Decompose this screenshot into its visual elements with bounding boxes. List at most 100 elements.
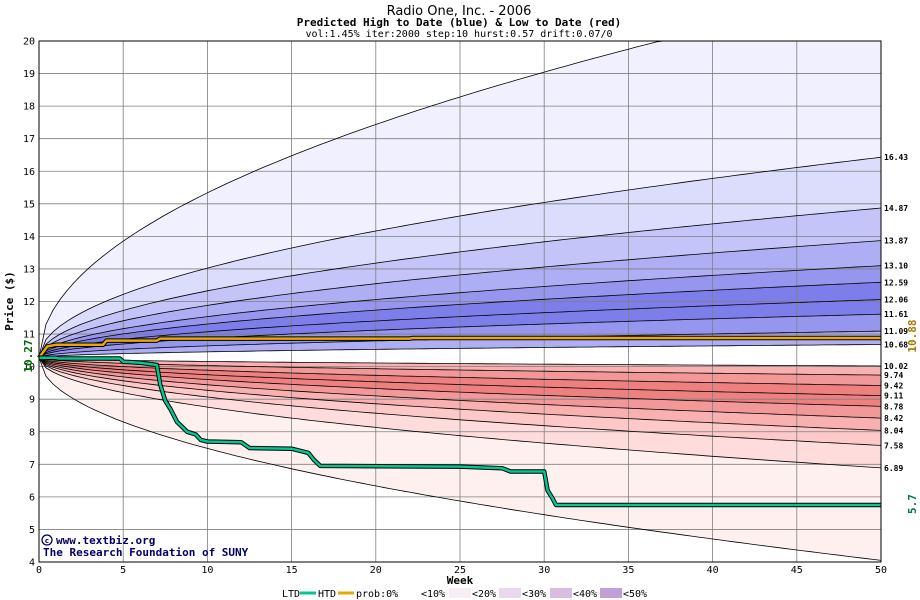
current-htd-label: 10.88 [906, 319, 919, 352]
y-tick-10: 10 [23, 362, 35, 373]
y-tick-labels: 4 5 6 7 8 9 10 11 12 13 14 15 16 17 18 19 20 [23, 37, 35, 569]
y-tick-8: 8 [29, 427, 35, 438]
legend-lt20-label: <20% [472, 589, 496, 600]
plot-frame [38, 40, 882, 563]
percentile-curve-4 [39, 265, 881, 359]
curve-label-8.78: 8.78 [884, 402, 903, 411]
start-price-label: 10.27 [22, 339, 35, 372]
percentile-curve-1 [39, 156, 881, 358]
x-axis-label: Week [447, 574, 474, 587]
y-tick-16: 16 [23, 167, 35, 178]
curve-label-10.02: 10.02 [884, 362, 908, 371]
x-tick-45: 45 [791, 565, 803, 576]
legend-swatch-40 [600, 588, 622, 598]
percentile-curve-9 [39, 344, 881, 359]
curve-label-11.09: 11.09 [884, 327, 908, 336]
legend-swatch-0 [398, 588, 420, 598]
percentile-curve-14 [39, 357, 881, 407]
curve-label-8.42: 8.42 [884, 414, 903, 423]
y-tick-7: 7 [29, 460, 35, 471]
ltd-series-line [39, 356, 881, 507]
copyright-icon-letter: c [45, 537, 49, 545]
upper-band-3 [39, 240, 881, 358]
curve-label-14.87: 14.87 [884, 204, 908, 213]
x-tick-40: 40 [707, 565, 719, 576]
percentile-curve-17 [39, 357, 881, 446]
lower-band-7 [39, 357, 881, 446]
curve-label-16.43: 16.43 [884, 153, 908, 162]
lower-band-3 [39, 357, 881, 396]
y-tick-19: 19 [23, 69, 35, 80]
curve-label-7.58: 7.58 [884, 441, 903, 450]
upper-band-2 [39, 208, 881, 358]
curve-label-11.61: 11.61 [884, 310, 908, 319]
percentile-curve-12 [39, 357, 881, 386]
lower-band-4 [39, 357, 881, 407]
legend-swatch-20 [499, 588, 521, 598]
legend-lt40-label: <40% [573, 589, 597, 600]
lower-band-6 [39, 357, 881, 431]
legend-htd-label: HTD [318, 589, 336, 600]
x-tick-0: 0 [36, 565, 42, 576]
legend: LTD HTD prob:0% <10% <20% <30% <40% <50% [282, 588, 647, 600]
y-tick-4: 4 [29, 558, 35, 569]
percentile-curve-13 [39, 357, 881, 396]
upper-band-6 [39, 299, 881, 358]
curve-label-10.68: 10.68 [884, 340, 908, 349]
x-tick-5: 5 [120, 565, 126, 576]
legend-prob-label: prob:0% [356, 589, 398, 600]
data-series [37, 335, 881, 508]
x-tick-35: 35 [622, 565, 634, 576]
chart-title: Radio One, Inc. - 2006 [387, 4, 532, 19]
curve-label-6.89: 6.89 [884, 464, 903, 473]
percentile-curve-18 [39, 357, 881, 469]
y-tick-5: 5 [29, 525, 35, 536]
legend-swatch-10 [449, 588, 471, 598]
copyright-icon [41, 534, 53, 546]
y-tick-6: 6 [29, 492, 35, 503]
curve-label-12.06: 12.06 [884, 296, 908, 305]
x-tick-25: 25 [454, 565, 466, 576]
chart-params: vol:1.45% iter:2000 step:10 hurst:0.57 d… [305, 29, 612, 40]
upper-band-1 [39, 157, 881, 358]
credit-org: The Research Foundation of SUNY [43, 546, 249, 559]
y-tick-9: 9 [29, 395, 35, 406]
percentile-curve-11 [39, 357, 881, 376]
percentile-curve-2 [39, 207, 881, 358]
y-tick-11: 11 [23, 330, 35, 341]
legend-lt50-label: <50% [623, 589, 647, 600]
final-ltd-label: 5.7 [906, 494, 919, 514]
y-tick-14: 14 [23, 232, 35, 243]
y-tick-18: 18 [23, 102, 35, 113]
percentile-curve-6 [39, 299, 881, 359]
x-tick-30: 30 [538, 565, 550, 576]
y-axis-label: Price ($) [3, 271, 16, 331]
legend-swatch-30 [550, 588, 572, 598]
percentile-curve-15 [39, 357, 881, 419]
percentile-curve-16 [39, 357, 881, 431]
curve-label-8.04: 8.04 [884, 426, 903, 435]
lower-band-8 [39, 357, 881, 468]
curve-label-13.10: 13.10 [884, 262, 908, 271]
chart-subtitle: Predicted High to Date (blue) & Low to D… [297, 16, 622, 29]
curve-end-labels: 16.43 14.87 13.87 13.10 12.59 12.06 11.61 11.09… [884, 153, 908, 473]
y-tick-20: 20 [23, 37, 35, 48]
legend-lt10-label: <10% [421, 589, 445, 600]
curve-label-9.42: 9.42 [884, 382, 903, 391]
htd-series-line [37, 336, 881, 359]
upper-band-4 [39, 265, 881, 358]
curve-label-9.11: 9.11 [884, 392, 903, 401]
curve-label-9.74: 9.74 [884, 371, 903, 380]
x-tick-labels: 0 5 10 15 20 25 30 35 40 45 50 [36, 565, 887, 576]
y-tick-15: 15 [23, 199, 35, 210]
legend-ltd-label: LTD [282, 589, 300, 600]
x-tick-15: 15 [286, 565, 298, 576]
x-tick-20: 20 [370, 565, 382, 576]
x-tick-10: 10 [201, 565, 213, 576]
percentile-curve-3 [39, 240, 881, 359]
x-tick-50: 50 [875, 565, 887, 576]
percentile-curve-19 [39, 357, 881, 561]
legend-lt30-label: <30% [522, 589, 546, 600]
y-tick-13: 13 [23, 264, 35, 275]
